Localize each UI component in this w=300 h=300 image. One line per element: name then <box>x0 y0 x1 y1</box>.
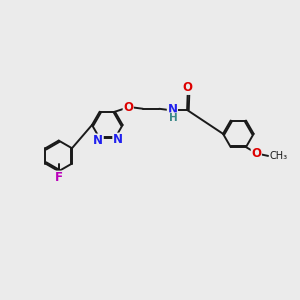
Text: O: O <box>123 101 133 114</box>
Text: F: F <box>55 171 63 184</box>
Text: O: O <box>251 147 261 160</box>
Text: N: N <box>167 103 177 116</box>
Text: N: N <box>113 133 123 146</box>
Text: CH₃: CH₃ <box>269 152 288 161</box>
Text: O: O <box>183 81 193 94</box>
Text: H: H <box>169 113 177 123</box>
Text: N: N <box>93 134 103 147</box>
